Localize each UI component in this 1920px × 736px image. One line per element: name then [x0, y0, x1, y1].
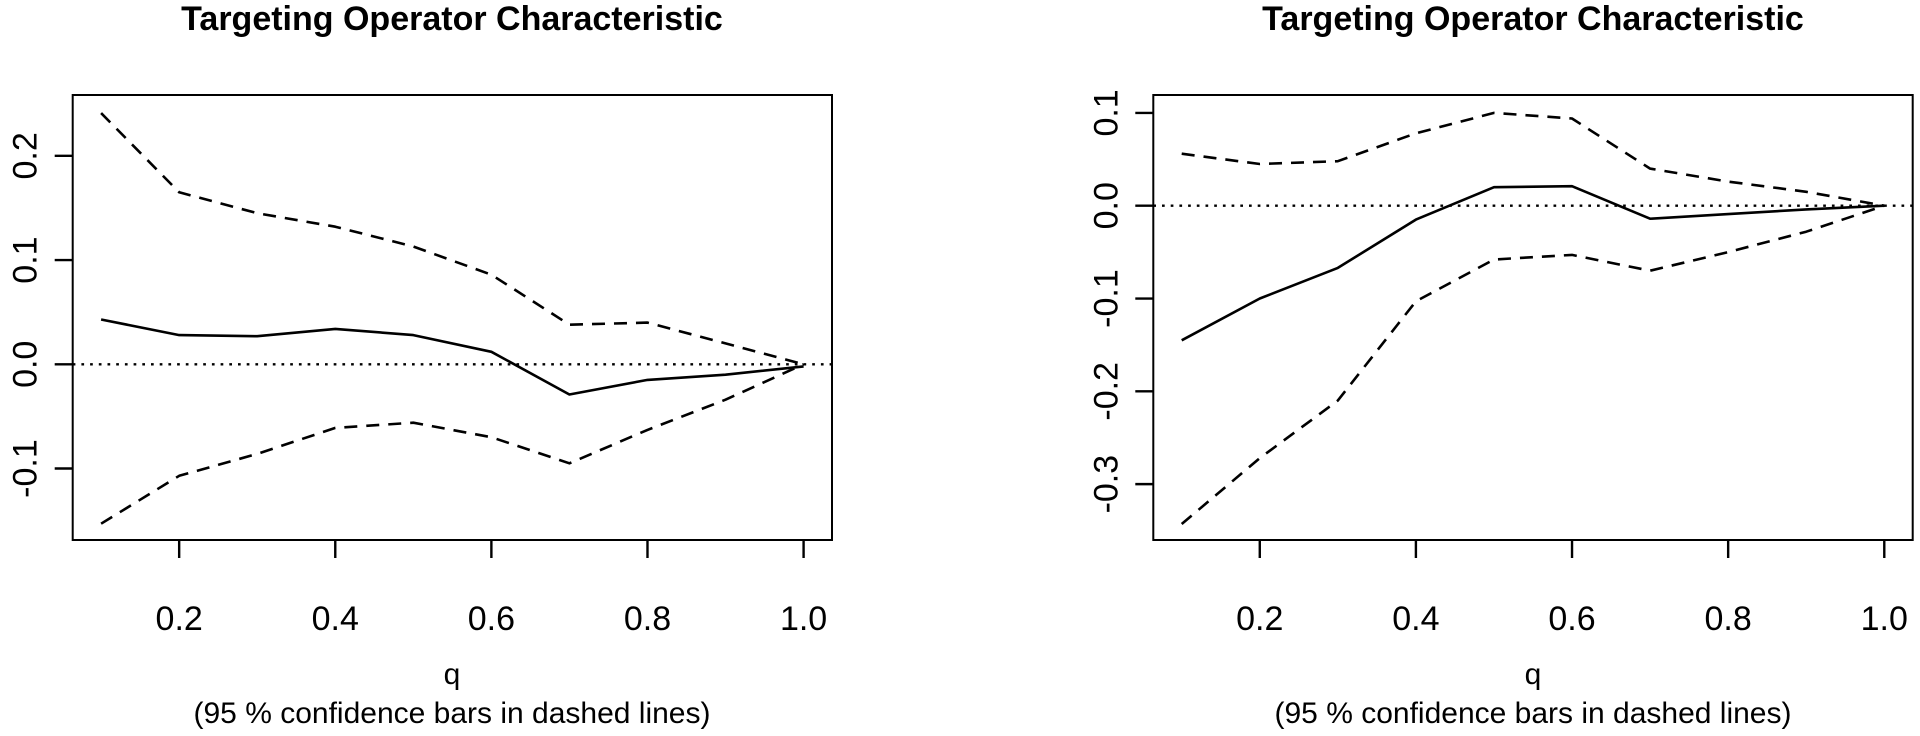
y-tick-label: 0.0: [1087, 182, 1125, 229]
plot-area: 0.2 0.4 0.6 0.8 1.0 -0.1 0.0 0.1 0.2: [7, 94, 833, 638]
plot-box: [1152, 94, 1914, 541]
x-tick-label: 0.8: [624, 600, 671, 638]
y-tick-label: -0.2: [1087, 362, 1125, 421]
x-axis-label: q: [444, 658, 461, 691]
x-tick-label: 0.4: [1392, 600, 1439, 638]
lower-95-ci-line: [1180, 204, 1885, 525]
x-axis-label: q: [1525, 658, 1542, 691]
x-tick-label: 0.2: [1236, 600, 1283, 638]
estimate-line: [100, 318, 804, 396]
lower-95-ci-line: [100, 363, 805, 525]
x-tick-label: 0.6: [1548, 600, 1595, 638]
chart-title: Targeting Operator Characteristic: [181, 0, 723, 38]
confidence-subtitle: (95 % confidence bars in dashed lines): [194, 697, 711, 730]
upper-95-ci-line: [1181, 111, 1885, 207]
y-tick-label: 0.2: [7, 132, 45, 179]
y-tick-label: 0.1: [7, 236, 45, 283]
confidence-subtitle: (95 % confidence bars in dashed lines): [1275, 697, 1792, 730]
y-tick-label: -0.1: [7, 439, 45, 498]
chart-title: Targeting Operator Characteristic: [1262, 0, 1804, 38]
y-tick-label: -0.3: [1087, 455, 1125, 514]
x-tick-label: 1.0: [780, 600, 827, 638]
plot-area: 0.2 0.4 0.6 0.8 1.0 -0.3 -0.2 -0.1 0.0 0.1: [1087, 89, 1914, 638]
y-tick-label: 0.1: [1087, 89, 1125, 136]
estimate-line: [1181, 184, 1885, 342]
y-tick-label: -0.1: [1087, 269, 1125, 328]
x-tick-label: 0.6: [468, 600, 515, 638]
x-tick-label: 0.2: [156, 600, 203, 638]
x-tick-label: 0.8: [1705, 600, 1752, 638]
y-tick-label: 0.0: [7, 341, 45, 388]
toc-plot-right: Targeting Operator Characteristic 0.2 0.4…: [1087, 0, 1914, 730]
plot-box: [71, 94, 833, 541]
upper-95-ci-line: [100, 112, 804, 366]
toc-plot-left: Targeting Operator Characteristic 0.2 0.4…: [7, 0, 833, 730]
x-tick-label: 0.4: [312, 600, 359, 638]
x-tick-label: 1.0: [1861, 600, 1908, 638]
